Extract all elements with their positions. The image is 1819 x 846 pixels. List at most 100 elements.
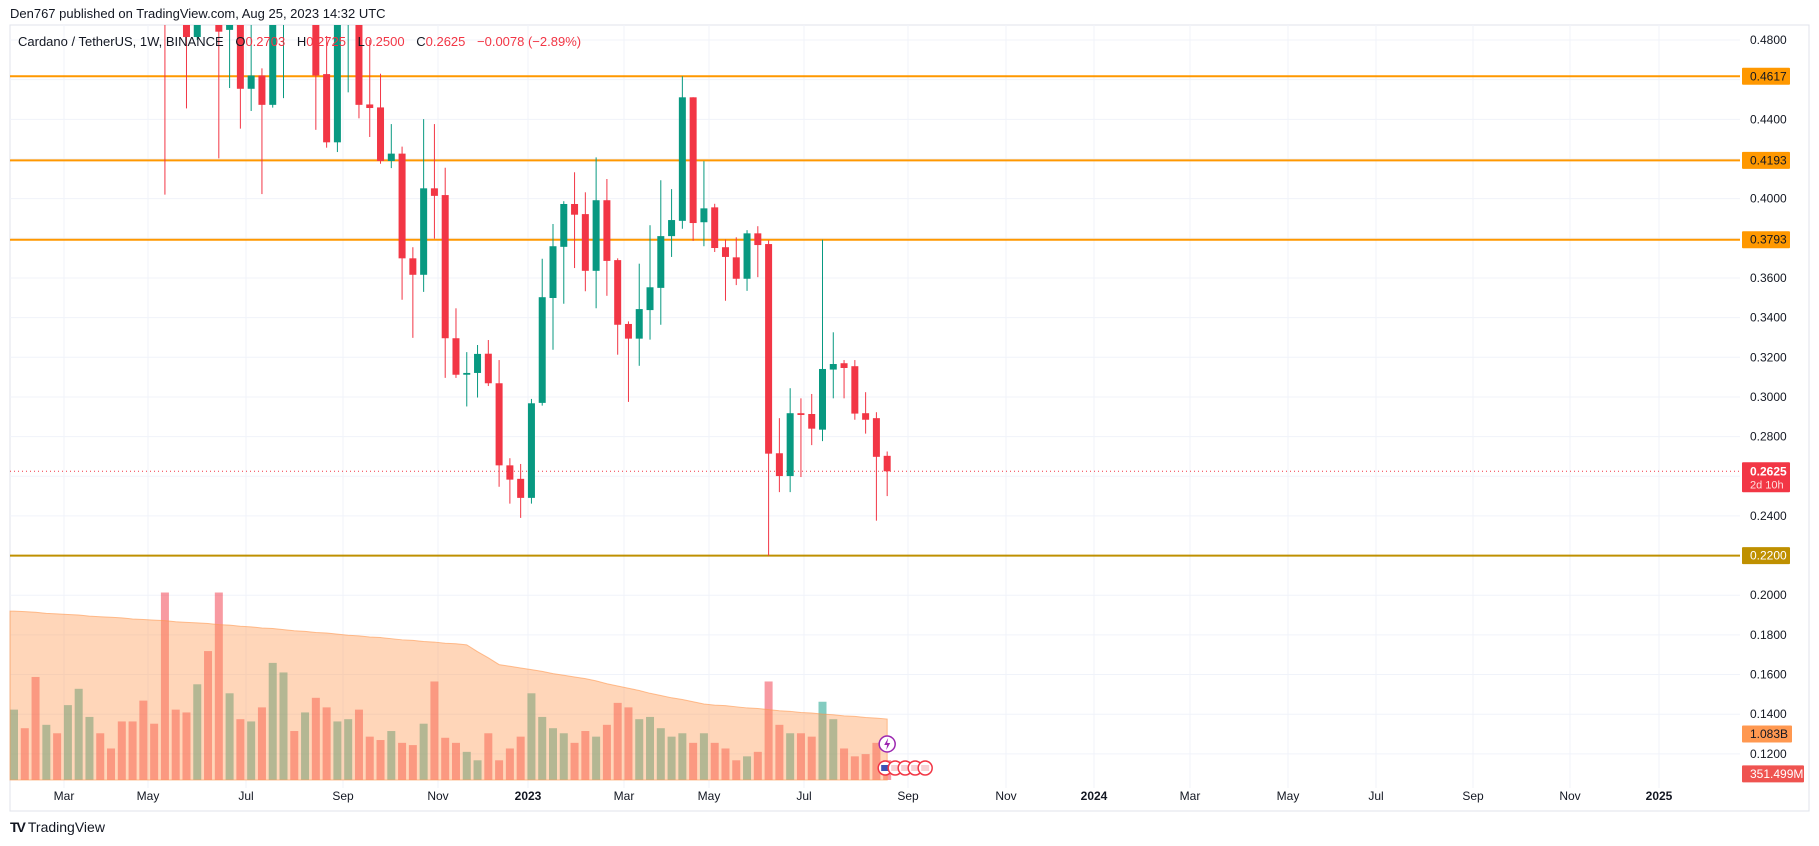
volume-bar [31, 676, 40, 780]
candle-body [571, 203, 579, 215]
candle-body [463, 372, 471, 375]
volume-bar [656, 728, 665, 780]
volume-bar [635, 719, 644, 780]
price-tick-label: 0.4000 [1750, 192, 1787, 206]
candle-body [862, 413, 870, 420]
candle-body [269, 25, 277, 105]
candle-body [614, 260, 622, 325]
volume-bar [214, 592, 223, 780]
volume-bar [850, 756, 859, 780]
volume-bar [829, 719, 838, 780]
volume-ma-label: 1.083B [1750, 727, 1788, 741]
candle-body [333, 25, 341, 143]
open-label: O [235, 34, 246, 49]
horizontal-levels[interactable] [10, 75, 1740, 557]
volume-bar [786, 733, 795, 780]
candle-body [226, 25, 234, 30]
volume-pane [9, 592, 892, 781]
level-price-label-bg [1742, 231, 1790, 249]
volume-bar [301, 712, 310, 780]
candle-body [538, 297, 546, 403]
candle-body [581, 214, 589, 271]
candle-body [323, 74, 331, 143]
volume-bar [807, 736, 816, 780]
volume-bar [53, 733, 62, 780]
candle-body [527, 403, 535, 498]
volume-bar [678, 733, 687, 780]
time-tick-label: May [137, 789, 160, 803]
grid [10, 25, 1740, 788]
volume-bar [516, 736, 525, 780]
candle-body [829, 364, 837, 370]
candle-body [646, 287, 654, 311]
candle-body [775, 453, 783, 477]
candle-body [409, 258, 417, 275]
candles [164, 25, 891, 556]
price-axis[interactable]: 0.4800 0.4400 0.4000 0.3600 0.3400 0.3200 0.30… [1742, 33, 1804, 783]
price-tick-label: 0.3200 [1750, 350, 1787, 364]
volume-bar [753, 751, 762, 780]
volume-bar [139, 700, 148, 780]
candle-body [484, 353, 492, 384]
price-tick-label: 0.1200 [1750, 747, 1787, 761]
level-price-label-bg [1742, 547, 1790, 565]
volume-ma-label-bg [1742, 725, 1792, 743]
candle-body [689, 97, 697, 224]
symbol-title[interactable]: Cardano / TetherUS, 1W, BINANCE [18, 34, 224, 49]
time-tick-label: Mar [614, 789, 635, 803]
volume-bar [646, 716, 655, 780]
time-axis[interactable]: Mar May Jul Sep Nov 2023 Mar May Jul Sep Nov 2024 Ma… [54, 789, 1673, 803]
candle-body [872, 418, 880, 457]
candle-body [840, 363, 848, 368]
volume-bar [505, 748, 514, 780]
event-markers[interactable] [877, 735, 933, 776]
candle-body [678, 97, 686, 221]
volume-bar [150, 723, 159, 780]
candle-body [517, 478, 525, 498]
volume-bar [42, 724, 51, 780]
time-tick-label: Nov [1559, 789, 1580, 803]
volume-bar [743, 756, 752, 780]
volume-bar [354, 709, 363, 780]
candle-body [732, 257, 740, 279]
candle-body [560, 203, 568, 247]
us-flag-glyph [901, 765, 910, 771]
change-value: −0.0078 (−2.89%) [477, 34, 582, 49]
time-tick-label: 2023 [515, 789, 542, 803]
volume-bar [193, 684, 202, 780]
candle-body [754, 233, 762, 246]
time-tick-label: Sep [332, 789, 354, 803]
volume-bar [872, 742, 881, 780]
footer-brand[interactable]: TV TradingView [10, 819, 105, 835]
volume-bar [225, 693, 234, 780]
us-flag-glyph [921, 765, 930, 771]
candle-body [851, 366, 859, 414]
candle-body [474, 353, 482, 373]
candle-body [495, 383, 503, 466]
time-tick-label: Jul [796, 789, 811, 803]
volume-bar [796, 733, 805, 780]
volume-bar [63, 705, 72, 780]
level-price-label-bg [1742, 67, 1790, 85]
candle-body [624, 323, 632, 339]
time-tick-label: Sep [897, 789, 919, 803]
price-tick-label: 0.2000 [1750, 588, 1787, 602]
volume-bar [128, 721, 137, 780]
volume-label: 351.499M [1750, 767, 1803, 781]
time-tick-label: Jul [238, 789, 253, 803]
candle-body [258, 75, 266, 105]
volume-ma-area [9, 610, 888, 781]
candle-body [420, 188, 428, 275]
volume-label-bg [1742, 765, 1804, 783]
last-price-label: 0.2625 [1750, 464, 1787, 478]
volume-bar [322, 707, 331, 780]
volume-bar [549, 728, 557, 780]
price-tick-label: 0.1400 [1750, 707, 1787, 721]
volume-bar [624, 707, 633, 780]
time-tick-label: Mar [1180, 789, 1201, 803]
volume-bar [236, 719, 245, 780]
candle-body [398, 153, 406, 259]
candle-body [797, 413, 805, 415]
volume-bar [495, 760, 504, 780]
